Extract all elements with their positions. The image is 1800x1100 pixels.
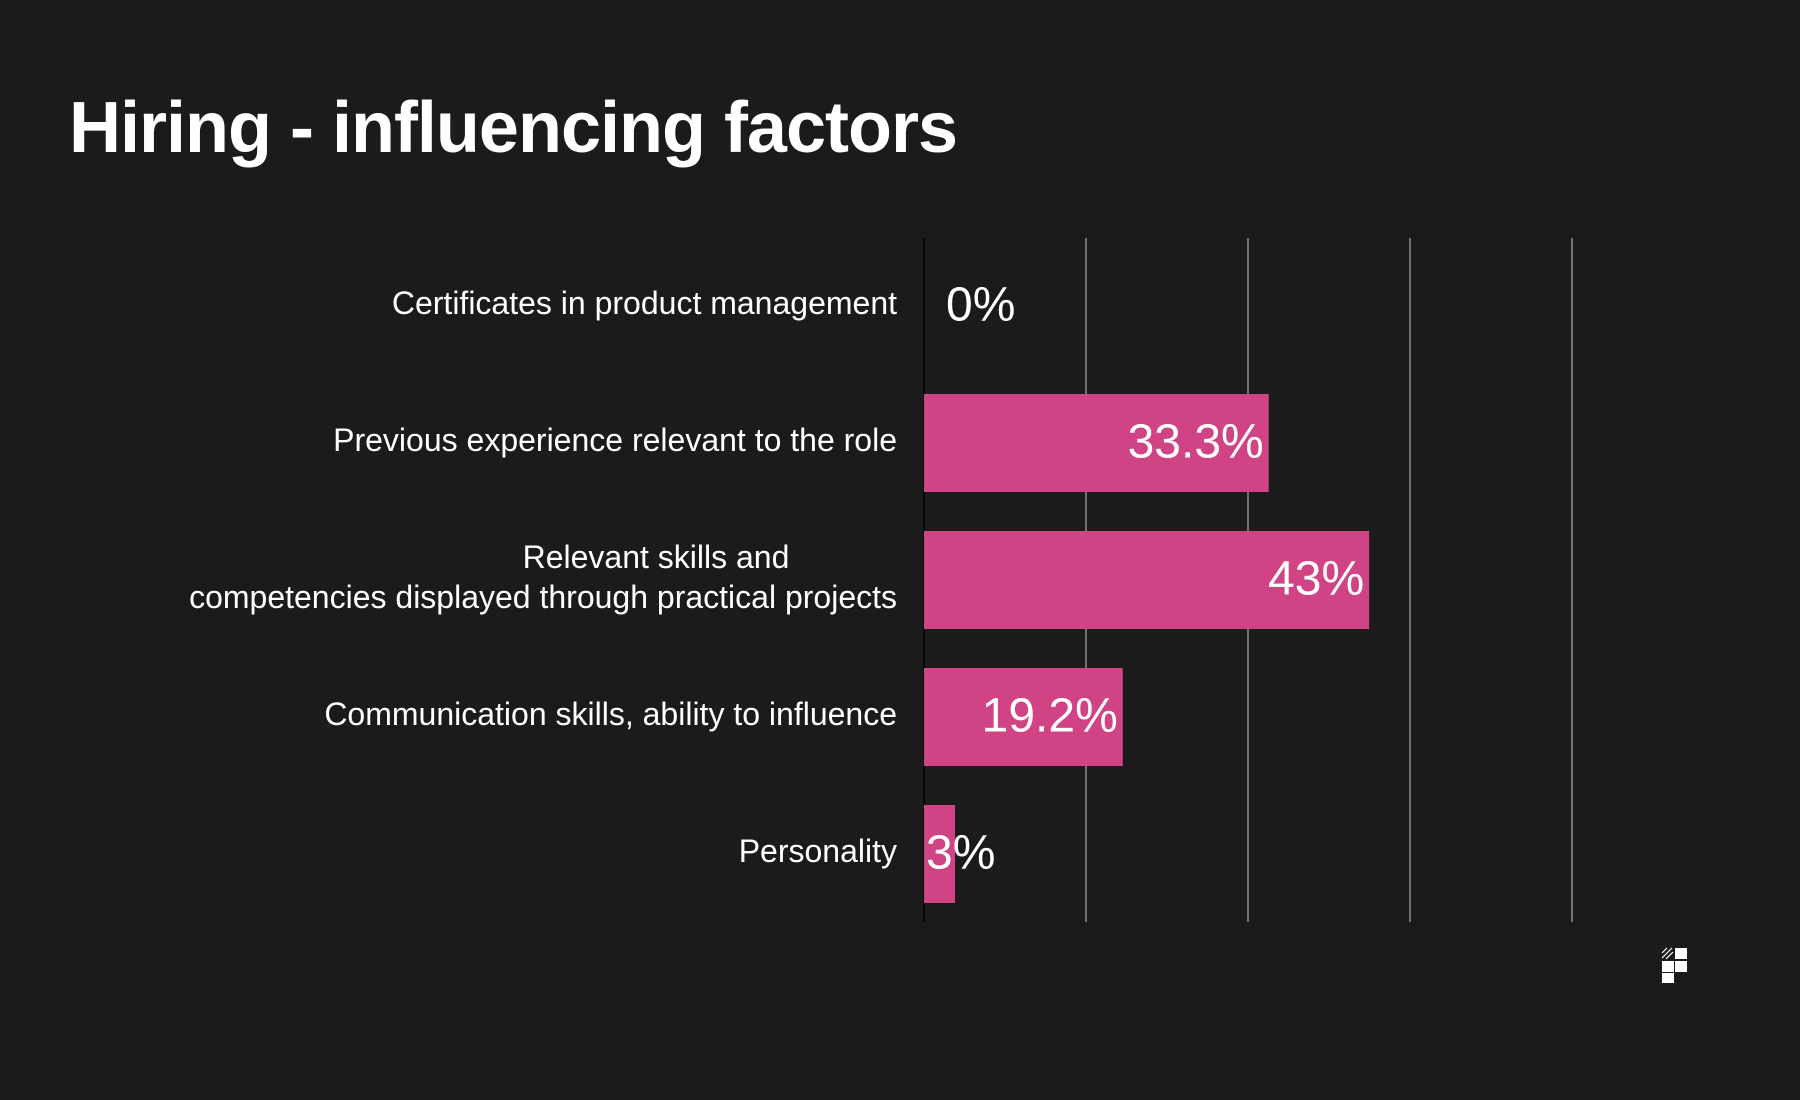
- bars: [924, 394, 1370, 903]
- bar: [924, 805, 956, 903]
- brand-logo-icon: [1661, 947, 1687, 983]
- value-label: 43%: [1268, 553, 1364, 606]
- chart-title: Hiring - influencing factors: [69, 88, 958, 168]
- bar: [924, 394, 1269, 492]
- bar: [924, 668, 1123, 766]
- category-label: Previous experience relevant to the role: [333, 422, 897, 458]
- category-label: Certificates in product management: [392, 285, 897, 321]
- category-label: Communication skills, ability to influen…: [324, 696, 897, 732]
- category-label: Relevant skills and competencies displaye…: [189, 539, 897, 615]
- bar: [924, 531, 1370, 629]
- value-label: 19.2%: [982, 690, 1118, 743]
- category-label: Personality: [739, 833, 897, 869]
- value-label: 0%: [946, 279, 1015, 332]
- value-label: 3%: [926, 827, 995, 880]
- value-label: 33.3%: [1128, 416, 1264, 469]
- category-labels: Certificates in product management Previo…: [189, 285, 897, 869]
- value-labels: 0% 33.3% 43% 19.2% 3%: [926, 279, 1364, 880]
